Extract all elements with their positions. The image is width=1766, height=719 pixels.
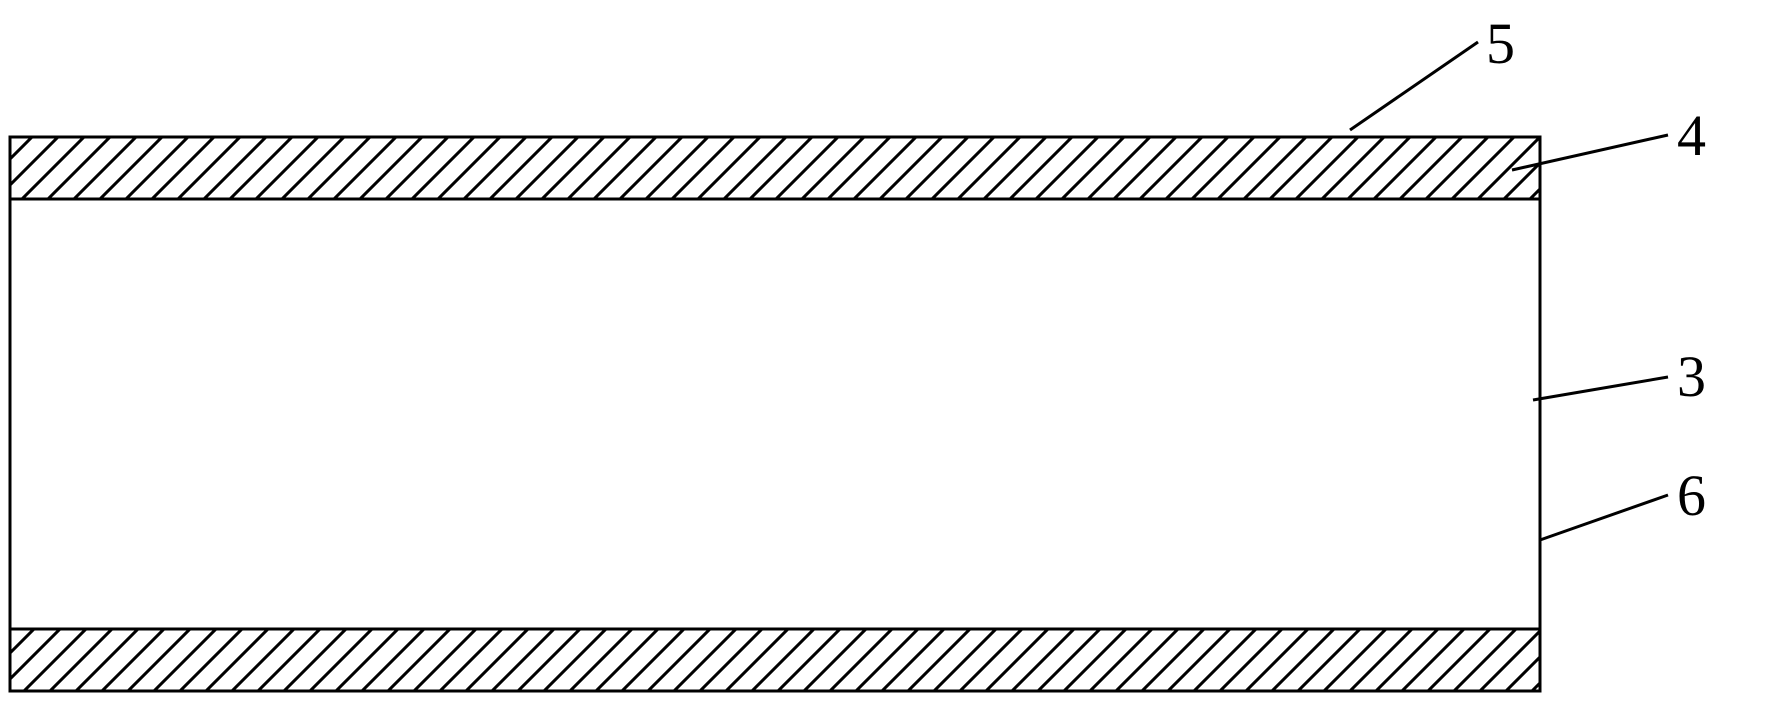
callout-label-5: 5 xyxy=(1486,10,1515,77)
bottom-hatched-layer xyxy=(10,629,1540,691)
callout-label-4: 4 xyxy=(1677,102,1706,169)
middle-open-layer xyxy=(10,199,1540,629)
callout-label-3: 3 xyxy=(1677,343,1706,410)
callout-label-6: 6 xyxy=(1677,462,1706,529)
leader-line-l5 xyxy=(1350,42,1478,130)
leader-line-l3 xyxy=(1533,377,1668,400)
leader-line-l6 xyxy=(1540,495,1668,540)
cross-section-diagram xyxy=(0,0,1766,719)
top-hatched-layer xyxy=(10,137,1540,199)
